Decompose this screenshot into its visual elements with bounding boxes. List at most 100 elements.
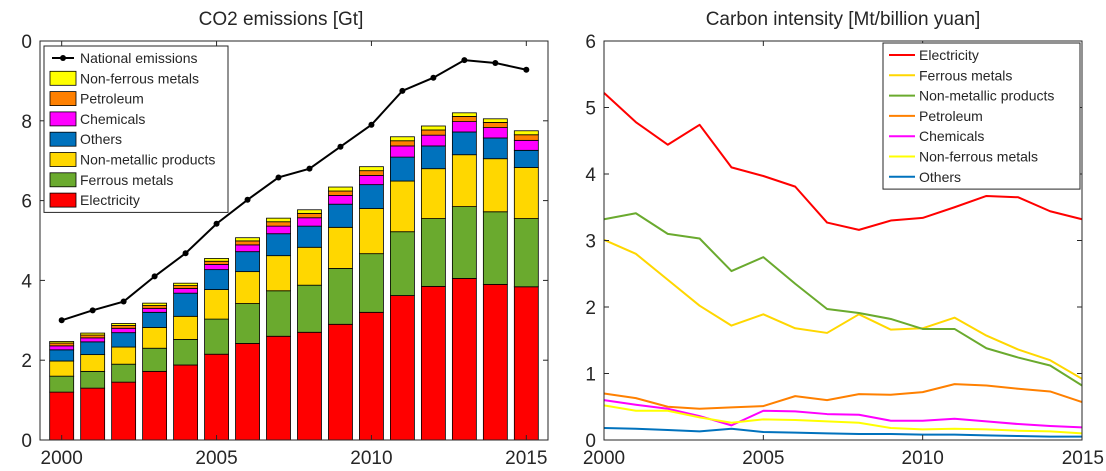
national-emissions-point-2012	[430, 74, 437, 81]
bar-others-2013	[451, 131, 477, 156]
national-emissions-point-2003	[151, 273, 158, 280]
bar-ferrous-metals-2005	[204, 318, 229, 355]
bar-chemicals-2002	[111, 327, 137, 334]
bar-non-ferrous-metals-2005	[204, 258, 229, 262]
bar-petroleum-2015	[513, 134, 539, 141]
right-y-tick-label: 1	[585, 365, 596, 386]
bar-chemicals-2014	[482, 127, 508, 139]
right-chart-title: Carbon intensity [Mt/billion yuan]	[706, 9, 981, 30]
legend-label-petroleum: Petroleum	[919, 108, 983, 124]
left-x-tick-label: 2005	[195, 448, 237, 469]
national-emissions-line	[61, 59, 527, 322]
right-x-tick-label: 2000	[583, 448, 625, 469]
bar-electricity-2006	[235, 343, 260, 441]
bar-ferrous-metals-2013	[451, 206, 477, 279]
legend-label-petroleum: Petroleum	[80, 91, 144, 107]
bar-non-ferrous-metals-2015	[513, 130, 539, 136]
bar-chemicals-2013	[451, 121, 477, 133]
national-emissions-point-2015	[523, 66, 530, 73]
bar-chemicals-2001	[80, 337, 106, 343]
bar-others-2006	[235, 251, 260, 273]
bar-others-2003	[142, 311, 168, 328]
bar-petroleum-2014	[482, 121, 508, 128]
bar-ferrous-metals-2000	[49, 375, 75, 393]
legend-label-non-metallic-products: Non-metallic products	[80, 152, 215, 168]
legend-swatch-ferrous-metals	[49, 172, 77, 188]
bar-ferrous-metals-2011	[390, 231, 415, 296]
bar-non-ferrous-metals-2007	[266, 217, 291, 223]
right-chart: Carbon intensity [Mt/billion yuan] 0 1 2 3 4…	[583, 9, 1104, 469]
left-chart: CO2 emissions [Gt] 0 2 4 6 8 0 2000 2005 2010 201…	[21, 9, 549, 469]
line-others	[603, 427, 1082, 438]
national-emissions-point-2006	[244, 196, 251, 203]
left-y-tick-label: 2	[21, 351, 32, 372]
bar-others-2010	[359, 184, 384, 209]
bar-non-ferrous-metals-2006	[235, 237, 260, 242]
bar-non-metallic-products-2003	[142, 327, 168, 349]
legend-label-electricity: Electricity	[919, 47, 979, 63]
line-electricity	[603, 92, 1083, 231]
legend-swatch-non-ferrous-metals	[49, 70, 77, 86]
bar-ferrous-metals-2012	[420, 218, 446, 287]
bar-others-2005	[204, 269, 229, 290]
bar-ferrous-metals-2015	[513, 218, 539, 288]
legend-swatch-electricity	[49, 192, 77, 208]
bar-chemicals-2010	[359, 175, 384, 186]
legend-label-chemicals: Chemicals	[80, 111, 145, 127]
bar-non-metallic-products-2009	[328, 226, 353, 269]
left-bars	[49, 112, 539, 441]
bar-petroleum-2011	[390, 140, 415, 147]
bar-electricity-2003	[142, 370, 168, 441]
bar-electricity-2010	[359, 311, 384, 441]
bar-chemicals-2003	[142, 307, 168, 313]
bar-non-ferrous-metals-2014	[482, 118, 508, 123]
bar-ferrous-metals-2002	[111, 363, 137, 383]
bar-non-metallic-products-2000	[49, 360, 75, 377]
bar-electricity-2005	[204, 353, 229, 441]
bar-chemicals-2007	[266, 225, 291, 235]
bar-non-metallic-products-2004	[173, 315, 198, 340]
right-x-tick-label: 2015	[1062, 448, 1104, 469]
left-y-tick-label: 6	[21, 192, 32, 213]
national-emissions-point-2011	[399, 87, 406, 94]
bar-electricity-2013	[451, 278, 477, 441]
bar-others-2011	[390, 156, 415, 182]
bar-others-2007	[266, 233, 291, 257]
bar-non-ferrous-metals-2004	[173, 282, 198, 286]
left-y-tick-label: 0	[21, 431, 32, 452]
bar-non-metallic-products-2011	[390, 180, 415, 233]
bar-chemicals-2004	[173, 287, 198, 294]
legend-label-others: Others	[919, 169, 961, 185]
bar-non-metallic-products-2008	[297, 246, 322, 286]
national-emissions-point-2014	[492, 59, 499, 66]
bar-non-ferrous-metals-2000	[49, 341, 75, 344]
right-y-tick-label: 3	[585, 232, 596, 253]
bar-petroleum-2007	[266, 221, 291, 227]
bar-electricity-2015	[513, 286, 539, 441]
bar-non-ferrous-metals-2011	[390, 136, 415, 142]
right-y-tick-label: 2	[585, 298, 596, 319]
bar-chemicals-2012	[420, 134, 446, 147]
bar-electricity-2000	[49, 391, 75, 441]
line-petroleum	[603, 383, 1083, 410]
right-y-tick-label: 0	[585, 431, 596, 452]
legend-label-non-ferrous-metals: Non-ferrous metals	[919, 149, 1038, 165]
right-x-tick-label: 2005	[742, 448, 784, 469]
line-non-ferrous-metals	[603, 404, 1083, 435]
bar-petroleum-2009	[328, 190, 353, 196]
bar-non-metallic-products-2006	[235, 271, 260, 304]
bar-others-2015	[513, 149, 539, 168]
legend-label-chemicals: Chemicals	[919, 128, 984, 144]
national-emissions-point-2010	[368, 121, 375, 128]
line-ferrous-metals	[603, 238, 1083, 380]
bar-petroleum-2012	[420, 129, 446, 136]
bar-petroleum-2010	[359, 170, 384, 176]
legend-label-non-metallic-products: Non-metallic products	[919, 88, 1054, 104]
bar-chemicals-2005	[204, 264, 229, 271]
bar-petroleum-2004	[173, 285, 198, 289]
bar-non-metallic-products-2010	[359, 208, 384, 255]
legend-label-electricity: Electricity	[80, 192, 140, 208]
right-legend-box	[882, 42, 1081, 190]
bar-ferrous-metals-2007	[266, 290, 291, 337]
bar-others-2001	[80, 341, 106, 356]
